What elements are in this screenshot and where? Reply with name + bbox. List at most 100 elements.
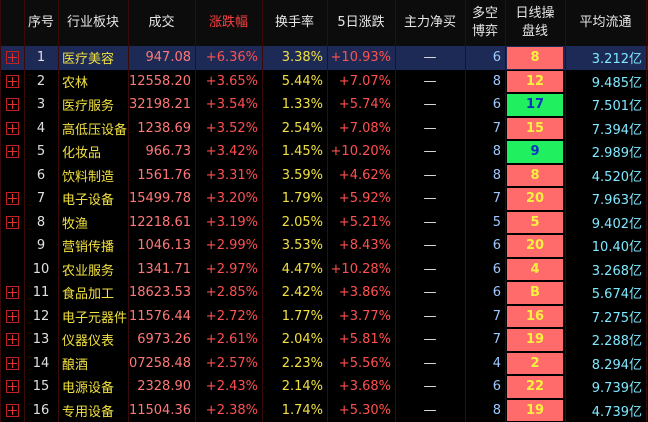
- cell: +2.43%: [205, 379, 258, 395]
- cell: 农林: [62, 75, 89, 91]
- cell: —: [423, 73, 437, 89]
- cell: +5.21%: [338, 214, 391, 230]
- column-header[interactable]: 日线操盘线: [515, 6, 555, 39]
- cell: 1.77%: [281, 308, 323, 324]
- cell: 5.674亿: [591, 287, 642, 303]
- cell: 4.739亿: [591, 404, 642, 420]
- cell: 6: [36, 167, 46, 183]
- column-header[interactable]: 换手率: [274, 15, 314, 30]
- cell: 966.73: [145, 144, 192, 160]
- cell: 5.44%: [281, 73, 323, 89]
- day-line-cell: 2: [507, 352, 563, 374]
- day-line-cell: 17: [507, 94, 563, 116]
- expand-button[interactable]: [6, 121, 19, 135]
- cell: +2.38%: [205, 402, 258, 418]
- expand-button[interactable]: [6, 333, 19, 346]
- cell: 11576.44: [128, 308, 191, 324]
- cell: 专用设备: [62, 404, 115, 420]
- cell: 3.212亿: [591, 52, 642, 68]
- expand-button[interactable]: [6, 145, 19, 158]
- cell: 9: [36, 238, 46, 254]
- header-bg: [0, 0, 648, 46]
- cell: 3.53%: [281, 238, 323, 254]
- cell: —: [423, 214, 437, 230]
- cell: 电子设备: [62, 193, 115, 209]
- cell: 7.501亿: [591, 99, 642, 115]
- column-header[interactable]: 5日涨跌: [337, 15, 385, 30]
- column-header[interactable]: 涨跌幅: [208, 15, 248, 30]
- expand-button[interactable]: [6, 403, 19, 417]
- cell: 1.33%: [281, 97, 323, 113]
- expand-button[interactable]: [6, 380, 19, 393]
- cell: 1.79%: [281, 191, 323, 207]
- cell: 7: [492, 308, 501, 324]
- cell: 4: [492, 355, 501, 371]
- cell: 6: [492, 97, 501, 113]
- cell: —: [423, 144, 437, 160]
- cell: 牧渔: [62, 216, 89, 232]
- day-line-cell: 15: [507, 117, 563, 139]
- expand-button[interactable]: [6, 192, 19, 205]
- column-header[interactable]: 多空博弈: [471, 6, 498, 39]
- column-header[interactable]: 平均流通: [579, 15, 632, 30]
- expand-button[interactable]: [6, 309, 19, 323]
- cell: —: [423, 191, 437, 207]
- cell: 9.739亿: [591, 381, 642, 397]
- cell: 7: [492, 191, 501, 207]
- cell: 2.04%: [281, 332, 323, 348]
- expand-button[interactable]: [6, 215, 19, 229]
- cell: 15499.78: [128, 191, 191, 207]
- cell: 1238.69: [137, 120, 191, 136]
- cell: 营销传播: [62, 240, 115, 256]
- column-header[interactable]: 成交: [148, 15, 175, 30]
- day-line-cell: 19: [507, 329, 563, 351]
- cell: 1.45%: [281, 144, 323, 160]
- cell: 7.275亿: [591, 310, 642, 326]
- cell: +6.36%: [205, 50, 258, 66]
- cell: —: [423, 379, 437, 395]
- cell: 7: [492, 120, 501, 136]
- cell: 2.989亿: [591, 146, 642, 162]
- expand-button[interactable]: [6, 74, 19, 88]
- cell: 2.05%: [281, 214, 323, 230]
- cell: 化妆品: [62, 146, 102, 162]
- expand-button[interactable]: [6, 51, 19, 64]
- cell: 2.14%: [281, 379, 323, 395]
- cell: +3.54%: [205, 97, 258, 113]
- column-header[interactable]: 行业板块: [66, 15, 119, 30]
- cell: 12218.61: [128, 214, 191, 230]
- column-header[interactable]: 序号: [27, 15, 54, 30]
- column-divider: [262, 0, 263, 422]
- column-divider: [646, 0, 647, 422]
- cell: 2.288亿: [591, 334, 642, 350]
- selected-row-bg: [0, 46, 648, 70]
- cell: 1561.76: [137, 167, 191, 183]
- expand-button[interactable]: [6, 98, 19, 111]
- cell: 14: [32, 355, 50, 371]
- cell: 3.268亿: [591, 263, 642, 279]
- column-header[interactable]: 主力净买: [403, 15, 456, 30]
- cell: 医疗服务: [62, 99, 115, 115]
- day-line-cell: B: [507, 282, 563, 304]
- cell: 8: [36, 214, 46, 230]
- cell: 2.23%: [281, 355, 323, 371]
- cell: +3.65%: [205, 73, 258, 89]
- cell: +3.19%: [205, 214, 258, 230]
- expand-button[interactable]: [6, 286, 19, 299]
- cell: 2.42%: [281, 285, 323, 301]
- cell: —: [423, 402, 437, 418]
- cell: 12: [32, 308, 50, 324]
- cell: 16: [32, 402, 50, 418]
- cell: 9.485亿: [591, 75, 642, 91]
- cell: +5.30%: [338, 402, 391, 418]
- cell: 11504.36: [128, 402, 191, 418]
- cell: 10: [32, 261, 50, 277]
- cell: 8: [492, 167, 501, 183]
- day-line-cell: 12: [507, 70, 563, 92]
- cell: 仪器仪表: [62, 334, 115, 350]
- cell: 4.520亿: [591, 169, 642, 185]
- cell: 13: [32, 332, 50, 348]
- cell: —: [423, 285, 437, 301]
- expand-button[interactable]: [6, 356, 19, 370]
- cell: 32198.21: [128, 97, 191, 113]
